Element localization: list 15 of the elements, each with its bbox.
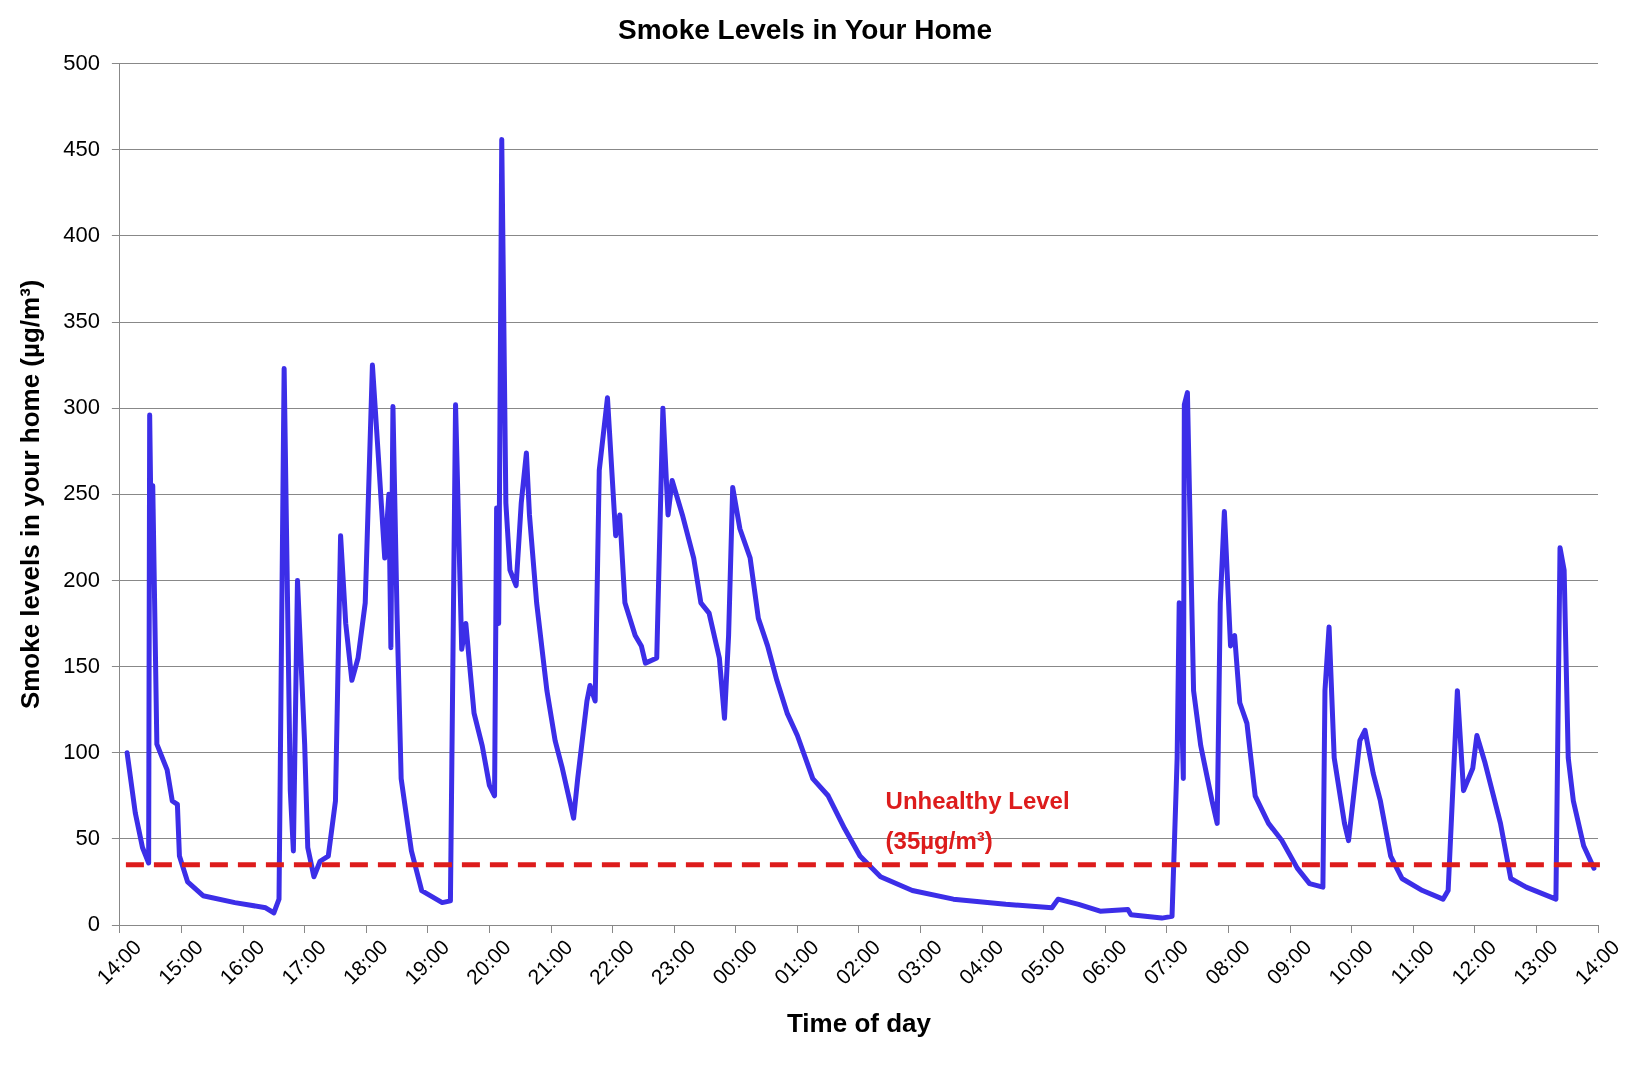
y-tick-label: 100 <box>63 738 100 764</box>
ref-line-label: Unhealthy Level (35µg/m³) <box>885 786 1070 854</box>
y-tick-label: 0 <box>87 911 100 937</box>
y-axis-title: Smoke levels in your home (µg/m³) <box>14 279 45 710</box>
y-tick-label: 500 <box>63 49 100 75</box>
y-tick-label: 300 <box>63 394 100 420</box>
y-tick-label: 450 <box>63 135 100 161</box>
y-tick-label: 250 <box>63 480 100 506</box>
x-axis-title: Time of day <box>786 1008 932 1039</box>
y-tick-label: 50 <box>75 824 100 850</box>
y-tick-label: 150 <box>63 652 100 678</box>
y-tick-label: 350 <box>63 308 100 334</box>
y-tick-label: 400 <box>63 221 100 247</box>
chart-title: Smoke Levels in Your Home <box>618 13 992 45</box>
y-tick-label: 200 <box>63 566 100 592</box>
